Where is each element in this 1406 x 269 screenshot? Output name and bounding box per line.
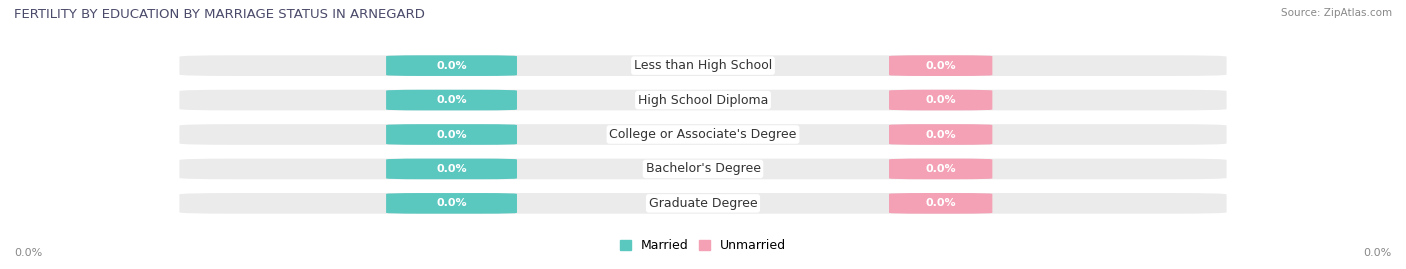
Text: 0.0%: 0.0%	[925, 95, 956, 105]
Text: 0.0%: 0.0%	[14, 248, 42, 258]
FancyBboxPatch shape	[889, 159, 993, 179]
FancyBboxPatch shape	[180, 90, 1226, 110]
Text: 0.0%: 0.0%	[925, 164, 956, 174]
FancyBboxPatch shape	[889, 55, 993, 76]
FancyBboxPatch shape	[889, 124, 993, 145]
FancyBboxPatch shape	[387, 124, 517, 145]
FancyBboxPatch shape	[387, 193, 517, 214]
Text: 0.0%: 0.0%	[925, 129, 956, 140]
Text: FERTILITY BY EDUCATION BY MARRIAGE STATUS IN ARNEGARD: FERTILITY BY EDUCATION BY MARRIAGE STATU…	[14, 8, 425, 21]
Text: 0.0%: 0.0%	[1364, 248, 1392, 258]
FancyBboxPatch shape	[180, 159, 1226, 179]
Legend: Married, Unmarried: Married, Unmarried	[620, 239, 786, 252]
FancyBboxPatch shape	[387, 90, 517, 110]
FancyBboxPatch shape	[889, 90, 993, 110]
FancyBboxPatch shape	[387, 159, 517, 179]
FancyBboxPatch shape	[889, 193, 993, 214]
Text: College or Associate's Degree: College or Associate's Degree	[609, 128, 797, 141]
Text: Graduate Degree: Graduate Degree	[648, 197, 758, 210]
Text: 0.0%: 0.0%	[436, 61, 467, 71]
Text: 0.0%: 0.0%	[436, 129, 467, 140]
FancyBboxPatch shape	[387, 55, 517, 76]
Text: Source: ZipAtlas.com: Source: ZipAtlas.com	[1281, 8, 1392, 18]
FancyBboxPatch shape	[180, 124, 1226, 145]
Text: Less than High School: Less than High School	[634, 59, 772, 72]
FancyBboxPatch shape	[180, 55, 1226, 76]
Text: 0.0%: 0.0%	[925, 61, 956, 71]
Text: Bachelor's Degree: Bachelor's Degree	[645, 162, 761, 175]
Text: 0.0%: 0.0%	[436, 164, 467, 174]
FancyBboxPatch shape	[180, 193, 1226, 214]
Text: 0.0%: 0.0%	[436, 198, 467, 208]
Text: 0.0%: 0.0%	[436, 95, 467, 105]
Text: High School Diploma: High School Diploma	[638, 94, 768, 107]
Text: 0.0%: 0.0%	[925, 198, 956, 208]
